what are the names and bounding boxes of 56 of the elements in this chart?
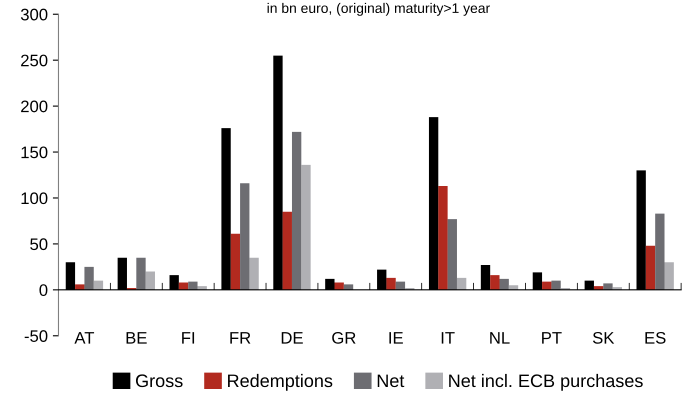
x-tick-label: GR: [332, 332, 356, 344]
y-tick-label: 300: [20, 8, 48, 20]
x-tick-label: NL: [490, 332, 510, 344]
bar: [448, 219, 457, 290]
bar: [334, 282, 344, 290]
y-tick-label: 250: [21, 54, 48, 66]
bar: [396, 282, 406, 290]
legend-label: Gross: [136, 374, 183, 388]
bar: [542, 282, 552, 290]
bar: [646, 246, 656, 290]
bar: [249, 258, 259, 290]
x-tick-label: SK: [592, 332, 614, 344]
bar: [282, 212, 292, 290]
bar: [136, 258, 146, 290]
bar: [178, 282, 188, 290]
bar: [551, 280, 561, 290]
legend-label: Net incl. ECB purchases: [449, 374, 643, 391]
y-tick-label: 150: [22, 146, 48, 158]
bar: [94, 280, 104, 290]
chart-title: in bn euro, (original) maturity>1 year: [268, 2, 490, 16]
x-tick-label: IT: [442, 332, 455, 344]
bar: [198, 286, 207, 290]
y-tick-label: -50: [24, 330, 48, 342]
x-tick-label: PT: [542, 332, 562, 344]
x-tick-label: DE: [282, 332, 303, 344]
y-tick-label: 0: [39, 284, 48, 296]
bar: [188, 282, 198, 290]
y-tick-label: 50: [30, 238, 48, 250]
x-tick-label: BE: [126, 332, 147, 344]
bar: [438, 186, 448, 290]
bar: [75, 284, 84, 290]
x-tick-label: AT: [74, 332, 94, 344]
bar: [655, 214, 665, 290]
legend-label: Net: [378, 374, 404, 388]
x-tick-label: ES: [645, 332, 666, 344]
bar: [603, 283, 613, 290]
y-tick-label: 100: [22, 192, 48, 204]
bar: [386, 278, 396, 290]
x-tick-label: IE: [389, 332, 403, 344]
bar: [456, 278, 466, 290]
bar: [508, 285, 518, 290]
bar: [664, 262, 674, 290]
bar: [146, 271, 155, 290]
bar: [84, 266, 94, 290]
bar: [594, 286, 604, 290]
bar: [301, 164, 311, 290]
bar: [230, 234, 240, 290]
legend-label: Redemptions: [228, 374, 332, 391]
bar: [490, 275, 500, 290]
bar: [240, 183, 250, 290]
bar: [500, 278, 509, 290]
y-tick-label: 200: [21, 100, 48, 112]
bar: [612, 287, 622, 290]
bar: [292, 132, 302, 290]
x-tick-label: FI: [182, 332, 194, 344]
x-tick-label: FR: [230, 332, 250, 344]
